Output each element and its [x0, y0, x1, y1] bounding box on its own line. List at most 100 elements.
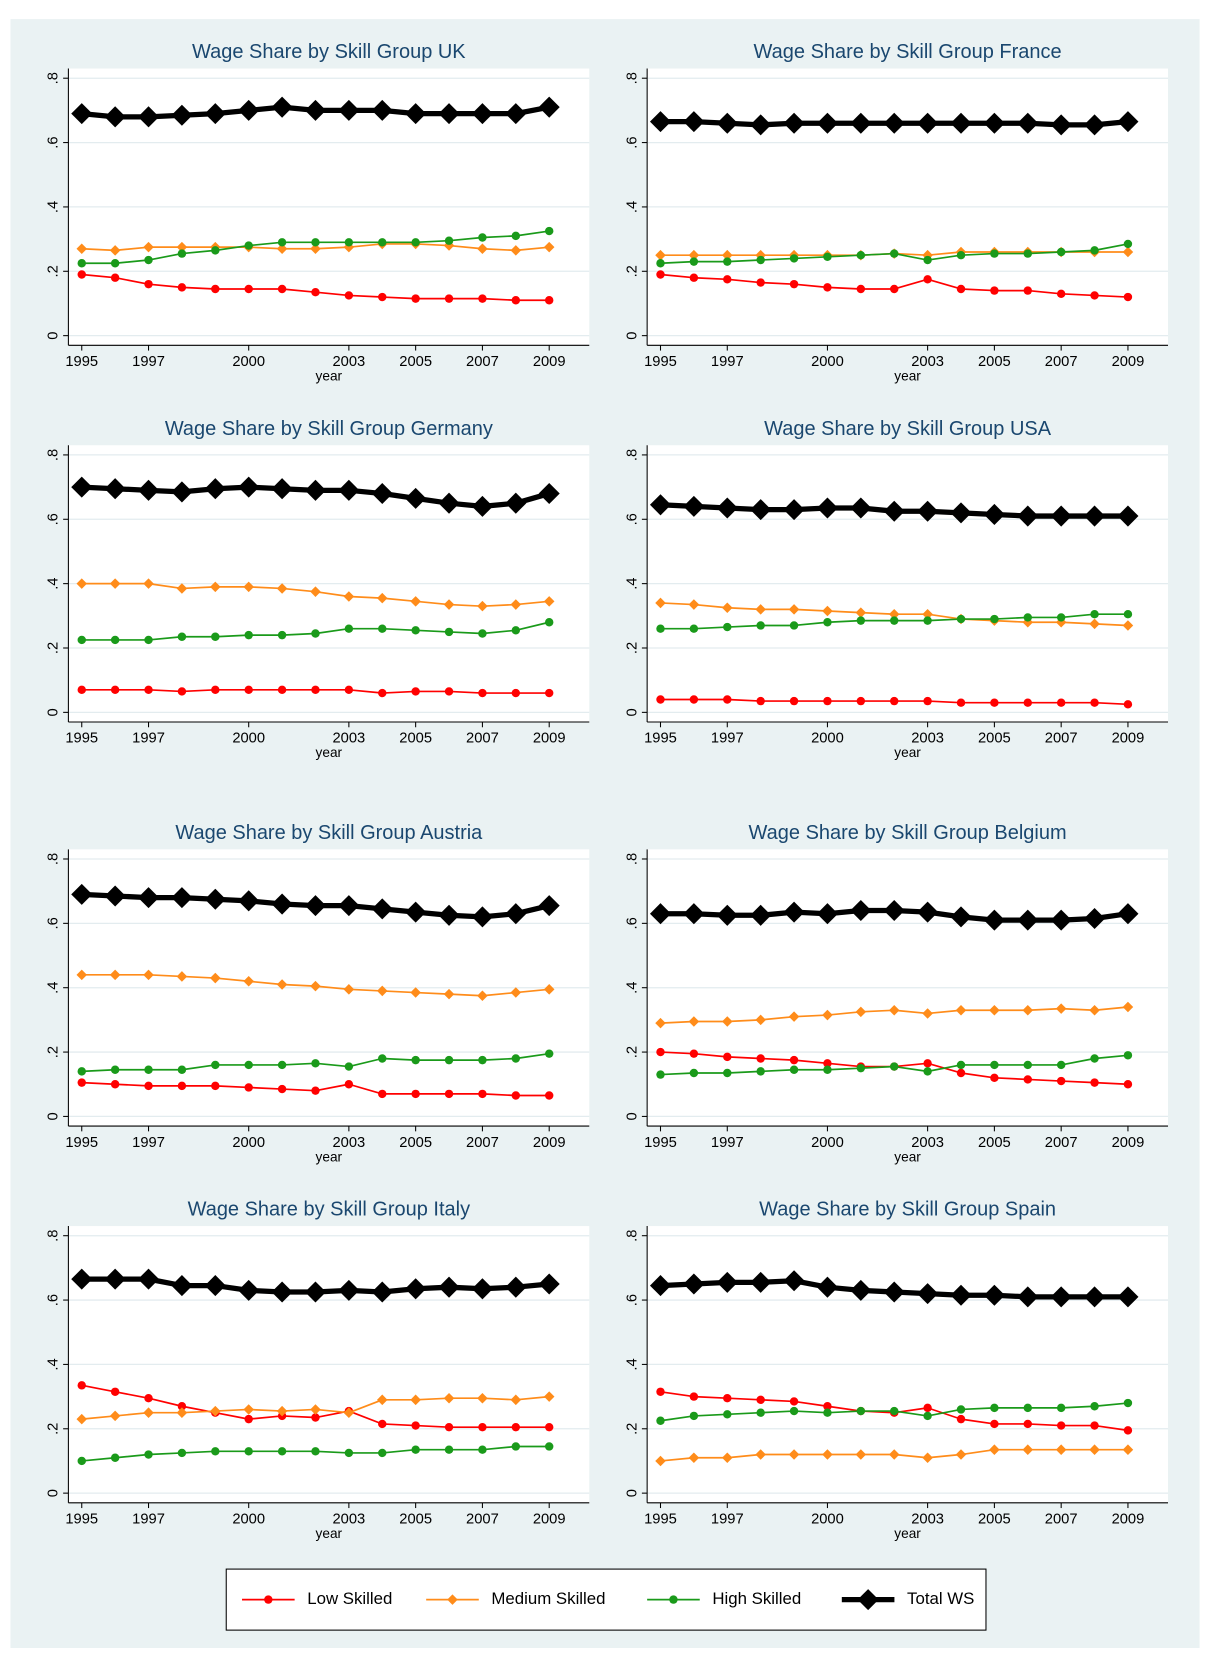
marker [923, 1059, 932, 1068]
marker [1050, 114, 1072, 136]
marker [343, 984, 355, 995]
marker [471, 495, 493, 517]
marker [77, 1067, 86, 1076]
marker [211, 1447, 220, 1456]
marker [789, 1055, 799, 1065]
marker [243, 581, 254, 593]
y-tick-label: .8 [46, 1230, 62, 1242]
x-tick-label: 2009 [1112, 731, 1145, 747]
marker [789, 696, 799, 706]
x-axis-title: year [894, 745, 921, 760]
marker [1056, 698, 1066, 707]
x-tick-label: 2009 [1112, 1135, 1145, 1151]
marker [890, 249, 899, 258]
marker [204, 1275, 226, 1297]
x-tick-label: 2007 [466, 1135, 499, 1151]
marker [171, 1275, 193, 1297]
marker [1023, 1419, 1032, 1429]
marker [77, 1078, 86, 1087]
marker [77, 259, 86, 268]
x-tick-label: 2003 [332, 731, 365, 747]
marker [311, 685, 320, 695]
marker [890, 1406, 899, 1416]
marker [922, 608, 933, 620]
marker [990, 286, 999, 295]
marker [823, 618, 832, 627]
marker [1056, 1421, 1066, 1430]
y-tick-label: .2 [624, 265, 640, 277]
marker [723, 695, 732, 704]
marker [143, 578, 154, 589]
marker [756, 255, 765, 265]
y-tick-label: 0 [46, 708, 62, 716]
marker [917, 1283, 939, 1305]
marker [890, 696, 899, 706]
x-tick-label: 2005 [978, 1512, 1011, 1528]
marker [656, 259, 665, 268]
y-tick-label: .4 [46, 982, 62, 994]
panel-title: Wage Share by Skill Group France [754, 41, 1062, 63]
legend-label: Total WS [907, 1589, 974, 1608]
marker [378, 1089, 387, 1099]
y-tick-label: .4 [46, 577, 62, 589]
marker [923, 1067, 932, 1076]
marker [76, 969, 88, 981]
marker [343, 591, 355, 602]
marker [277, 685, 287, 695]
marker [656, 1387, 665, 1396]
marker [438, 1276, 460, 1298]
marker [923, 1403, 932, 1413]
marker [511, 1091, 521, 1100]
x-tick-label: 1995 [644, 1135, 677, 1151]
panel-title: Wage Share by Skill Group Belgium [749, 822, 1067, 844]
marker [1090, 246, 1099, 255]
marker [244, 1414, 253, 1424]
x-tick-label: 2007 [1045, 731, 1078, 747]
marker [850, 497, 872, 519]
legend-entry: Low Skilled [242, 1589, 392, 1608]
x-tick-label: 2009 [1112, 354, 1145, 370]
marker [1023, 1403, 1032, 1413]
marker [378, 1054, 387, 1063]
marker [723, 1393, 732, 1403]
x-tick-label: 2005 [399, 731, 432, 747]
legend-entry: Total WS [841, 1589, 974, 1611]
panel: Wage Share by Skill Group USA 0 .2 .4 .6 .8 19… [624, 418, 1169, 760]
marker [923, 275, 932, 284]
marker [789, 1406, 799, 1416]
marker [310, 243, 321, 255]
marker [656, 695, 665, 704]
marker [511, 626, 521, 635]
marker [922, 1452, 933, 1464]
marker [210, 581, 221, 593]
marker [444, 294, 454, 303]
marker [311, 287, 320, 297]
marker [405, 487, 427, 509]
panel: Wage Share by Skill Group Belgium 0 .2 .4 .6… [624, 822, 1169, 1164]
marker [544, 226, 554, 236]
y-tick-label: .4 [624, 982, 640, 994]
x-tick-label: 2003 [332, 1512, 365, 1528]
marker [271, 1281, 293, 1303]
marker [923, 255, 932, 265]
marker [511, 1422, 521, 1432]
marker [688, 249, 700, 261]
marker [411, 1089, 420, 1099]
marker [656, 1416, 665, 1425]
y-tick-label: .6 [46, 917, 62, 929]
marker [110, 259, 120, 268]
marker [77, 635, 86, 645]
marker [444, 1055, 454, 1065]
marker [823, 1402, 832, 1411]
y-tick-label: .2 [46, 1423, 62, 1435]
marker [244, 241, 253, 250]
marker [276, 243, 288, 255]
marker [888, 608, 900, 620]
marker [1056, 1076, 1066, 1086]
marker [344, 1062, 354, 1071]
y-tick-label: .6 [46, 136, 62, 148]
marker [1123, 1080, 1133, 1089]
marker [1023, 1075, 1032, 1084]
marker [1090, 1421, 1099, 1430]
marker [343, 1407, 355, 1418]
